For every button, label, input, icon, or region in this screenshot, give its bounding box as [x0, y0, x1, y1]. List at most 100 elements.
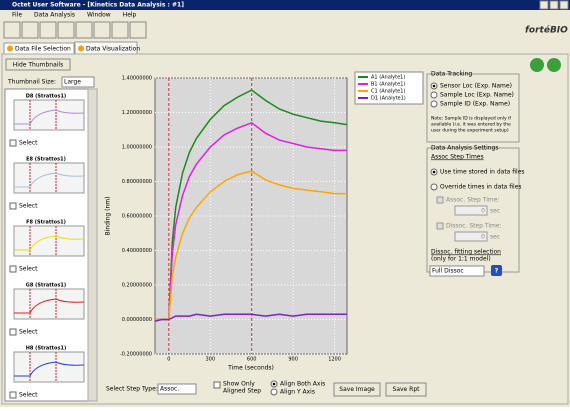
radio-label: Override times in data files [440, 184, 522, 191]
checkbox-label: Select [19, 266, 38, 273]
note: user during the experiment setup) [431, 128, 509, 134]
logo: fortéBIO [525, 25, 568, 36]
help-label: ? [495, 268, 499, 275]
thumbnail-curve [14, 109, 85, 125]
thumbnail-plot [13, 288, 85, 320]
checkbox[interactable] [9, 265, 17, 273]
thumbnail-size-value: Large [64, 79, 81, 86]
button-label: Hide Thumbnails [13, 62, 63, 69]
y-tick-label: 0.60000000 [122, 214, 152, 220]
tool-button[interactable] [75, 21, 93, 39]
save-rpt-button[interactable] [385, 382, 427, 397]
thumbnail-curve [14, 235, 85, 251]
menu-item[interactable]: Data Analysis [34, 12, 75, 19]
window-title: Octet User Software - [Kinetics Data Ana… [12, 2, 184, 9]
y-tick-label: 0.00000000 [122, 317, 152, 323]
radio[interactable] [430, 100, 438, 108]
x-tick-label: 600 [247, 357, 257, 363]
checkbox[interactable] [9, 202, 17, 210]
radio[interactable] [430, 91, 438, 99]
thumbnail-title: F8 (Strattos1) [26, 220, 66, 226]
menu-item[interactable]: Window [87, 12, 111, 19]
series-line [154, 313, 347, 322]
group-title: Data Analysis Settings [431, 145, 498, 152]
thumbnail-title: H8 (Strattos1) [26, 346, 66, 352]
thumbnail-title: E8 (Strattos1) [26, 157, 66, 163]
maximize[interactable] [549, 0, 559, 10]
radio[interactable] [430, 183, 438, 191]
y-tick-label: 1.00000000 [122, 145, 152, 151]
tool-button[interactable] [93, 21, 111, 39]
fit-dropdown[interactable] [429, 265, 485, 277]
input[interactable] [454, 205, 488, 216]
y-tick-label: 0.20000000 [122, 283, 152, 289]
note: available (i.e. it was entered by the [431, 122, 511, 128]
tab-icon [7, 45, 13, 52]
y-tick-label: 0.80000000 [122, 179, 152, 185]
checkbox[interactable] [9, 391, 17, 399]
checkbox-label: Select [19, 140, 38, 147]
menu-item[interactable]: File [12, 12, 22, 19]
input[interactable] [454, 231, 488, 242]
group-box [426, 73, 520, 143]
nav-back[interactable] [530, 58, 544, 72]
step-type-dropdown[interactable] [157, 383, 197, 395]
legend-label: A1 (Analyte1) [371, 75, 405, 81]
checkbox-label: Select [19, 203, 38, 210]
thumbnail-curve [14, 172, 85, 188]
radio-label: Use time stored in data files [440, 169, 525, 176]
radio-label: Sensor Loc (Exp. Name) [440, 83, 512, 90]
checkbox[interactable] [9, 139, 17, 147]
dropdown-value: Assoc. [160, 386, 179, 393]
hide-thumbnails-button[interactable] [5, 58, 71, 71]
thumbnail-plot [13, 225, 85, 257]
thumbnail-size-dropdown[interactable] [61, 76, 95, 88]
series-line [155, 170, 347, 321]
section-heading: Assoc Step Times [431, 154, 484, 161]
tool-button[interactable] [57, 21, 75, 39]
thumbnail-plot [13, 162, 85, 194]
thumbnail-curve [14, 361, 85, 377]
legend-label: D1 (Analyte1) [371, 96, 406, 102]
radio[interactable] [270, 388, 278, 396]
scrollbar[interactable] [87, 88, 98, 402]
save-image-button[interactable] [333, 382, 381, 397]
checkbox[interactable] [436, 196, 444, 204]
close[interactable] [559, 0, 569, 10]
radio-label: Align Y Axis [280, 389, 315, 396]
y-tick-label: 0.40000000 [122, 248, 152, 254]
field-label: Dissoc. Step Time: [446, 223, 502, 230]
button-label: Save Image [339, 386, 375, 393]
nav-forward[interactable] [547, 58, 561, 72]
checkbox[interactable] [213, 381, 221, 389]
title-bar [0, 0, 570, 10]
y-tick-label: 1.20000000 [122, 110, 152, 116]
minimize[interactable] [539, 0, 549, 10]
tab-label: Data Visualization [86, 46, 140, 53]
dropdown-value: Full Dissoc [432, 268, 464, 275]
tab-icon [78, 45, 84, 52]
y-tick-label: -0.20000000 [120, 352, 152, 358]
thumbnail-title: G8 (Strattos1) [26, 283, 66, 289]
field-label: Assoc. Step Time: [446, 197, 499, 204]
help-button[interactable] [491, 265, 502, 276]
checkbox[interactable] [9, 328, 17, 336]
tool-button[interactable] [3, 21, 21, 39]
thumbnail-title: D8 (Strattos1) [26, 94, 66, 100]
menu-item[interactable]: Help [123, 12, 137, 19]
radio-label: Sample Loc (Exp. Name) [440, 92, 514, 99]
field-label: Dissoc. fitting selection [431, 249, 501, 256]
tool-button[interactable] [129, 21, 147, 39]
checkbox[interactable] [436, 222, 444, 230]
tool-button[interactable] [39, 21, 57, 39]
y-tick-label: 1.40000000 [122, 76, 152, 82]
thumbnail-plot [13, 351, 85, 383]
y-axis-label: Binding (nm) [105, 197, 112, 236]
thumbnail-size-label: Thumbnail Size: [7, 79, 56, 86]
series-line [155, 89, 348, 321]
x-tick-label: 900 [288, 357, 298, 363]
legend-label: C1 (Analyte1) [371, 89, 405, 95]
unit: sec [490, 208, 500, 215]
tool-button[interactable] [111, 21, 129, 39]
tool-button[interactable] [21, 21, 39, 39]
